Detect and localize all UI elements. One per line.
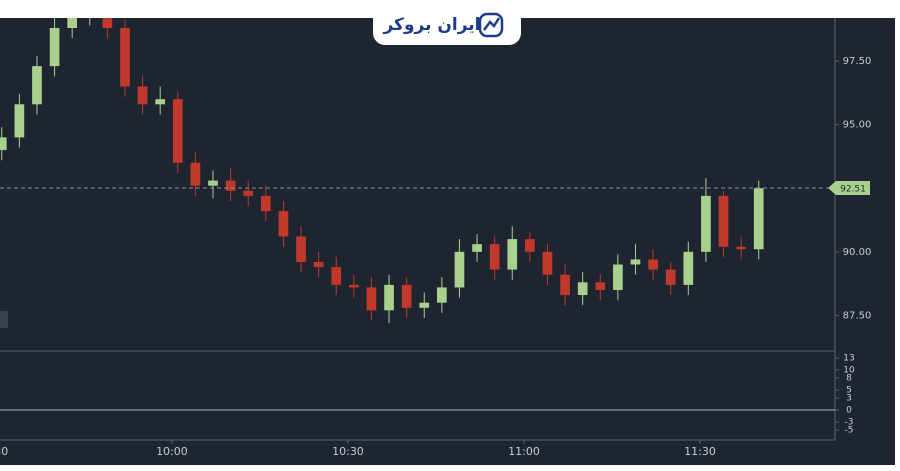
candle-body [542, 251, 553, 275]
y-tick-label: 8 [846, 374, 852, 384]
candle-body [595, 282, 606, 290]
y-tick-label: 5 [846, 386, 852, 396]
candle-body [348, 284, 359, 288]
candle-body [137, 86, 148, 105]
right-border [895, 0, 900, 471]
y-tick-label: 95.00 [843, 120, 872, 131]
candle-body [331, 267, 342, 285]
candle-body [14, 104, 25, 138]
candle-body [613, 264, 623, 290]
candle-body [525, 239, 535, 252]
candle-body [507, 239, 518, 270]
x-tick-label: 10:00 [156, 445, 188, 458]
x-tick-label: 11:30 [684, 445, 716, 458]
candle-body [454, 251, 465, 288]
y-tick-label: 87.50 [843, 310, 872, 321]
candle-body [560, 274, 570, 296]
y-tick-label: 90.00 [843, 247, 872, 258]
logo: ایران بروکر [373, 0, 521, 45]
candle-body [32, 66, 42, 105]
candle-body [120, 27, 130, 87]
candle-body [49, 27, 60, 67]
candle-body [401, 284, 412, 308]
candle-body [753, 188, 764, 250]
candle-body [296, 236, 306, 262]
side-handle [0, 311, 8, 328]
candle-body [665, 269, 676, 285]
candle-body [313, 261, 324, 268]
candle-body [472, 244, 482, 252]
bottom-border [0, 465, 900, 471]
last-price-tag [828, 180, 870, 195]
candle-body [489, 244, 500, 270]
candle-body [67, 15, 78, 28]
candle-body [366, 287, 377, 311]
candle-body [718, 195, 729, 247]
candle-body [208, 180, 218, 186]
logo-tab [373, 0, 521, 45]
candle-body [260, 195, 271, 212]
candle-body [278, 211, 289, 237]
y-tick-label: -3 [845, 418, 854, 428]
candle-body [648, 259, 658, 270]
x-tick-label: 11:00 [508, 445, 540, 458]
logo-icon [478, 12, 504, 38]
y-tick-label: 0 [846, 406, 852, 416]
x-tick-label: 10:30 [332, 445, 364, 458]
y-tick-label: 13 [843, 354, 854, 364]
candle-body [577, 282, 588, 296]
candle-body [384, 284, 394, 311]
candle-body [0, 137, 7, 151]
candle-body [225, 180, 236, 191]
y-tick-label: 97.50 [843, 56, 872, 67]
last-price-label: 92.51 [840, 184, 866, 194]
candle-body [630, 259, 641, 265]
candle-body [243, 190, 254, 196]
logo-text: ایران بروکر [382, 15, 480, 35]
candle-body [683, 251, 694, 285]
y-tick-label: 3 [846, 394, 852, 404]
candle-body [190, 162, 201, 186]
candle-body [701, 195, 711, 252]
candle-body [419, 302, 430, 308]
y-tick-label: -5 [845, 426, 854, 436]
y-tick-label: 10 [843, 366, 855, 376]
logo-icon-line [483, 17, 501, 31]
candle-body [155, 99, 166, 105]
candle-body [736, 246, 746, 250]
candle-body [437, 287, 447, 303]
x-tick-label: 9:30 [0, 445, 8, 458]
candle-body [172, 99, 183, 163]
